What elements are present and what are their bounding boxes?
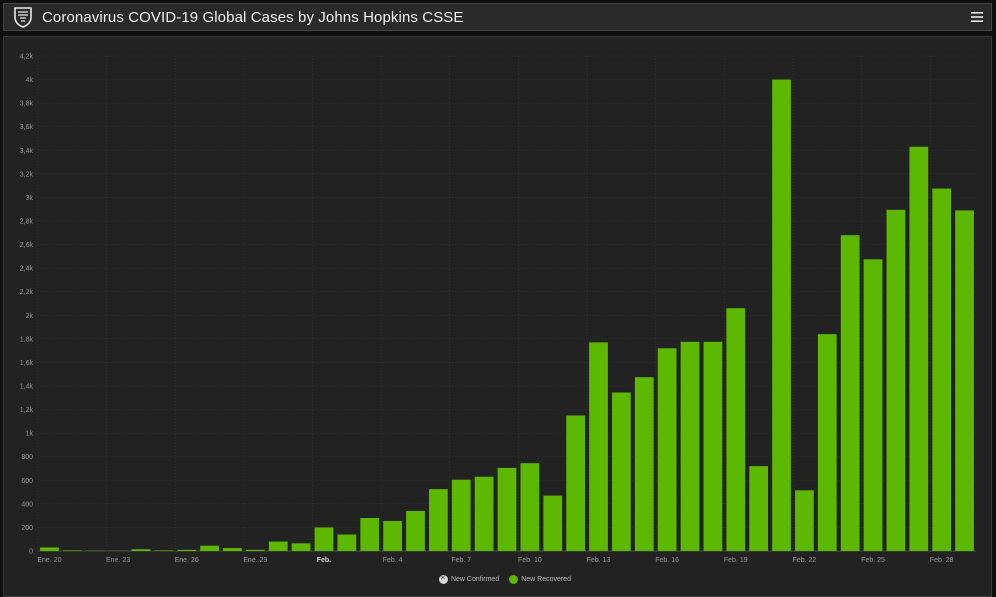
y-tick-label: 2,6k: [20, 242, 34, 249]
y-tick-label: 2,8k: [20, 219, 34, 226]
legend-item-new-recovered[interactable]: New Recovered: [509, 575, 571, 584]
bar: [909, 146, 929, 551]
x-tick-label: Ene. 29: [243, 557, 267, 564]
bar: [817, 334, 837, 551]
x-tick-label: Feb. 10: [518, 557, 542, 564]
y-tick-label: 3,6k: [20, 124, 34, 131]
header-bar: Coronavirus COVID-19 Global Cases by Joh…: [3, 3, 992, 31]
x-tick-label: Ene. 23: [106, 557, 130, 564]
legend-swatch-confirmed: [438, 574, 448, 584]
bar: [749, 466, 769, 551]
bar: [383, 520, 402, 551]
bar: [955, 210, 974, 551]
bar: [223, 548, 242, 551]
y-tick-label: 2,4k: [20, 266, 34, 273]
bar: [245, 549, 265, 551]
bar: [795, 490, 814, 551]
x-tick-label: Ene. 26: [175, 557, 199, 564]
bar: [291, 543, 311, 551]
x-tick-label: Feb. 28: [930, 557, 954, 564]
bar: [566, 415, 586, 551]
bar: [520, 463, 540, 551]
bar: [612, 392, 631, 551]
jhu-shield-logo-icon: [12, 6, 34, 28]
hamburger-menu-icon[interactable]: [969, 9, 985, 25]
y-tick-label: 800: [21, 454, 33, 461]
bar: [154, 550, 174, 551]
y-tick-label: 3,2k: [20, 171, 34, 178]
x-tick-label: Feb. 7: [451, 557, 471, 564]
y-tick-label: 1,6k: [20, 360, 34, 367]
x-tick-label: Feb. 4: [383, 557, 403, 564]
legend-item-new-confirmed[interactable]: New Confirmed: [438, 574, 500, 584]
y-tick-label: 1k: [26, 431, 34, 438]
y-tick-label: 2k: [26, 313, 34, 320]
bar: [886, 209, 906, 551]
y-tick-label: 1,2k: [20, 407, 34, 414]
x-tick-label: Feb. 25: [861, 557, 885, 564]
bar: [589, 342, 608, 551]
bar: [177, 549, 197, 551]
y-tick-label: 1,4k: [20, 384, 34, 391]
x-tick-label: Feb.: [317, 557, 331, 564]
y-tick-label: 1,8k: [20, 336, 34, 343]
bar: [200, 545, 219, 551]
y-tick-label: 400: [21, 501, 33, 508]
bar: [451, 479, 471, 551]
bar: [474, 476, 494, 551]
page-title: Coronavirus COVID-19 Global Cases by Joh…: [42, 8, 464, 26]
bar: [337, 534, 357, 551]
bar: [932, 188, 952, 551]
x-tick-label: Ene. 20: [37, 557, 61, 564]
y-tick-label: 0: [29, 549, 33, 556]
bar: [772, 79, 791, 552]
bar: [268, 541, 288, 551]
y-tick-label: 3k: [26, 195, 34, 202]
bar: [62, 550, 82, 551]
bar: [314, 527, 334, 551]
bar: [634, 377, 654, 551]
legend-label-confirmed: New Confirmed: [450, 576, 500, 583]
bar: [726, 308, 746, 551]
bar: [840, 235, 860, 551]
x-tick-label: Feb. 16: [655, 557, 679, 564]
legend-swatch-recovered: [509, 575, 519, 584]
y-tick-label: 600: [21, 478, 33, 485]
bar: [40, 547, 59, 551]
y-tick-label: 2,2k: [20, 289, 34, 296]
y-tick-label: 200: [21, 525, 33, 532]
bar: [131, 549, 151, 551]
y-tick-label: 3,4k: [20, 148, 34, 155]
x-tick-label: Feb. 19: [724, 557, 748, 564]
y-tick-label: 4k: [26, 77, 34, 84]
y-tick-label: 4,2k: [20, 54, 34, 61]
bar: [703, 341, 723, 551]
bar: [406, 510, 425, 551]
bar: [657, 348, 677, 551]
bar: [497, 467, 517, 551]
chart-legend: New Confirmed New Recovered: [0, 574, 996, 584]
bar: [863, 259, 883, 551]
x-tick-label: Feb. 22: [793, 557, 817, 564]
y-tick-label: 3,8k: [20, 101, 34, 108]
x-tick-label: Feb. 13: [587, 557, 611, 564]
bar: [428, 489, 448, 551]
legend-label-recovered: New Recovered: [521, 576, 572, 583]
bar: [680, 341, 700, 551]
bar: [360, 518, 380, 551]
bar: [543, 495, 563, 551]
